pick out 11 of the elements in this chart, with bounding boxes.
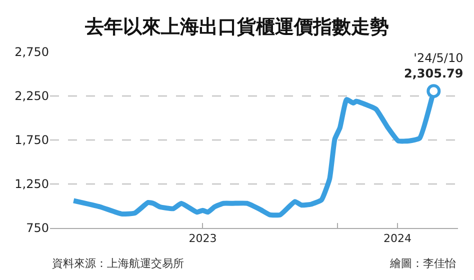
annotation: '24/5/10 2,305.79 <box>404 51 464 81</box>
y-tick-label: 1,750 <box>14 133 49 148</box>
chart-title: 去年以來上海出口貨櫃運價指數走勢 <box>84 16 389 38</box>
y-tick-label: 1,250 <box>14 177 49 192</box>
text: 繪圖：李佳怡 <box>389 257 456 270</box>
y-tick-label: 750 <box>26 221 49 236</box>
y-tick-label: 2,250 <box>14 89 49 104</box>
x-tick-label: 2023 <box>188 232 217 246</box>
x-tick-label: 2024 <box>384 232 412 246</box>
source-note: 資料來源：上海航運交易所 <box>52 257 184 270</box>
y-tick-label: 2,750 <box>14 45 49 60</box>
